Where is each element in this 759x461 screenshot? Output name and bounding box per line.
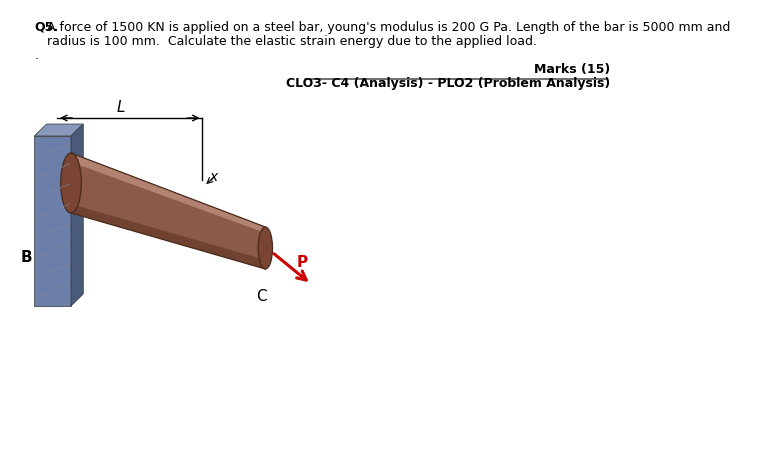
Ellipse shape — [61, 153, 81, 213]
Polygon shape — [34, 124, 83, 136]
Polygon shape — [71, 153, 266, 233]
Text: x: x — [209, 170, 218, 184]
Text: Q5.: Q5. — [34, 21, 58, 34]
Text: L: L — [117, 100, 125, 115]
Text: CLO3- C4 (Analysis) - PLO2 (Problem Analysis): CLO3- C4 (Analysis) - PLO2 (Problem Anal… — [286, 77, 611, 90]
Polygon shape — [71, 204, 266, 269]
Text: radius is 100 mm.  Calculate the elastic strain energy due to the applied load.: radius is 100 mm. Calculate the elastic … — [46, 35, 537, 48]
Polygon shape — [34, 136, 71, 306]
Polygon shape — [71, 124, 83, 306]
Text: Marks (15): Marks (15) — [534, 63, 611, 76]
Ellipse shape — [258, 227, 272, 269]
Text: .: . — [34, 49, 38, 62]
Polygon shape — [71, 153, 266, 269]
Text: A force of 1500 KN is applied on a steel bar, young's modulus is 200 G Pa. Lengt: A force of 1500 KN is applied on a steel… — [46, 21, 730, 34]
Text: B: B — [20, 250, 32, 266]
Text: C: C — [256, 289, 266, 304]
Text: P: P — [296, 255, 307, 270]
